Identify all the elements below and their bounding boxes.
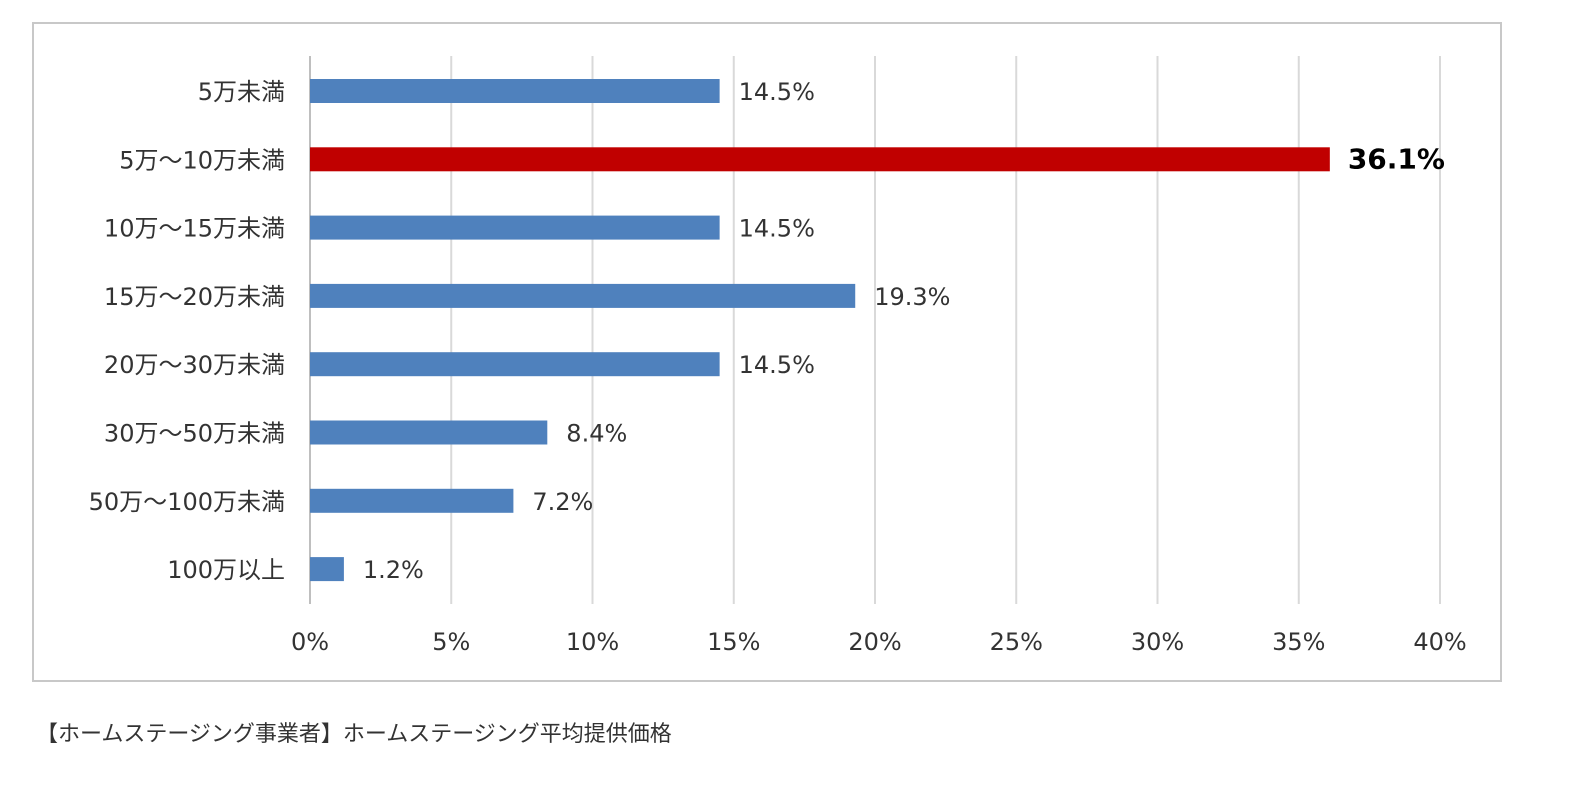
category-label: 50万～100万未満 [89,488,285,516]
x-tick-label: 30% [1131,628,1184,656]
data-label: 14.5% [739,351,815,379]
data-label: 14.5% [739,215,815,243]
bar-chart: 0% 5% 10% 15% 20% 25% 30% 35% 40% 5万未満 14.5% 5万～10万… [89,56,1467,656]
bar [310,215,720,240]
bar [310,147,1330,172]
bar [310,283,856,308]
bar [310,79,720,103]
x-tick-label: 10% [566,628,619,656]
category-label: 5万～10万未満 [119,146,285,174]
category-label: 5万未満 [198,78,285,106]
bar [310,488,514,513]
x-tick-label: 15% [707,628,760,656]
data-label: 7.2% [532,488,593,516]
data-label: 1.2% [363,556,424,584]
category-label: 10万～15万未満 [104,215,285,243]
x-tick-label: 40% [1413,628,1466,656]
x-tick-label: 35% [1272,628,1325,656]
x-tick-label: 25% [990,628,1043,656]
data-label: 8.4% [566,420,627,448]
data-label: 19.3% [874,283,950,311]
data-label: 36.1% [1348,142,1445,175]
category-label: 15万～20万未満 [104,283,285,311]
category-label: 100万以上 [167,556,285,584]
chart-frame [32,22,1502,682]
x-tick-label: 20% [848,628,901,656]
data-label: 14.5% [739,78,815,106]
x-tick-label: 5% [432,628,470,656]
x-tick-label: 0% [291,628,329,656]
category-label: 20万～30万未満 [104,351,285,379]
category-label: 30万～50万未満 [104,420,285,448]
bar [310,420,548,445]
bar [310,352,720,377]
chart-caption: 【ホームステージング事業者】ホームステージング平均提供価格 [36,722,672,747]
bar [310,557,344,582]
